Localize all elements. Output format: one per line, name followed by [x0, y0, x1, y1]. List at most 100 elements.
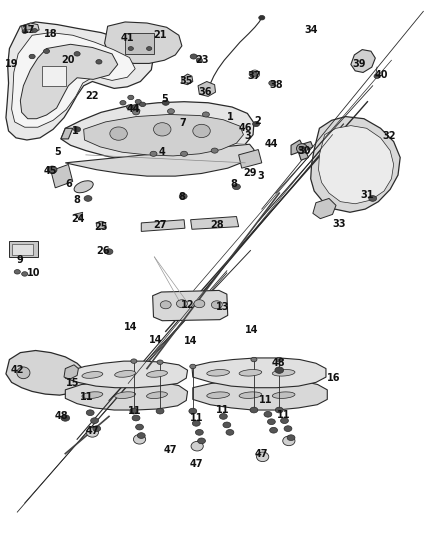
- Ellipse shape: [24, 25, 32, 30]
- Ellipse shape: [167, 109, 174, 114]
- Text: 12: 12: [181, 300, 194, 310]
- Ellipse shape: [272, 392, 295, 398]
- Polygon shape: [318, 126, 394, 204]
- Ellipse shape: [257, 452, 269, 462]
- Text: 8: 8: [178, 192, 185, 203]
- Text: 9: 9: [17, 255, 24, 265]
- Ellipse shape: [128, 46, 134, 51]
- Text: 19: 19: [5, 60, 18, 69]
- Bar: [9, 241, 38, 257]
- Ellipse shape: [193, 124, 210, 138]
- Polygon shape: [351, 50, 375, 72]
- Polygon shape: [191, 216, 239, 229]
- Text: 3: 3: [244, 131, 251, 141]
- Ellipse shape: [190, 364, 196, 369]
- Text: 48: 48: [55, 411, 69, 422]
- Ellipse shape: [86, 410, 94, 416]
- Ellipse shape: [190, 54, 197, 59]
- Ellipse shape: [276, 407, 283, 413]
- Text: 25: 25: [94, 222, 108, 232]
- Ellipse shape: [134, 434, 146, 444]
- Ellipse shape: [105, 249, 113, 254]
- Ellipse shape: [191, 441, 203, 451]
- Text: 41: 41: [120, 33, 134, 43]
- Text: 27: 27: [153, 220, 167, 230]
- Ellipse shape: [32, 29, 37, 33]
- Ellipse shape: [156, 408, 164, 414]
- Ellipse shape: [264, 411, 272, 417]
- Ellipse shape: [120, 101, 126, 105]
- Ellipse shape: [147, 392, 167, 399]
- Text: 1: 1: [227, 111, 234, 122]
- Polygon shape: [105, 22, 182, 63]
- Text: 3: 3: [257, 171, 264, 181]
- Ellipse shape: [179, 193, 187, 199]
- Ellipse shape: [82, 392, 103, 399]
- Ellipse shape: [69, 370, 81, 381]
- Text: 31: 31: [361, 190, 374, 200]
- Text: 14: 14: [124, 322, 138, 332]
- Text: 6: 6: [65, 179, 72, 189]
- Ellipse shape: [74, 52, 80, 56]
- Ellipse shape: [133, 110, 140, 115]
- Ellipse shape: [196, 58, 202, 62]
- Ellipse shape: [287, 435, 295, 441]
- Ellipse shape: [84, 196, 92, 201]
- Text: 47: 47: [255, 449, 268, 458]
- Ellipse shape: [276, 357, 283, 362]
- Ellipse shape: [369, 196, 377, 201]
- Ellipse shape: [29, 54, 35, 59]
- Ellipse shape: [130, 408, 138, 414]
- Ellipse shape: [132, 105, 138, 109]
- Ellipse shape: [207, 369, 230, 376]
- Ellipse shape: [207, 392, 230, 398]
- Text: 11: 11: [216, 405, 229, 415]
- Text: 18: 18: [44, 29, 58, 39]
- Text: 29: 29: [243, 168, 256, 179]
- Ellipse shape: [147, 370, 167, 377]
- Ellipse shape: [96, 60, 102, 64]
- Polygon shape: [65, 144, 254, 176]
- Text: 11: 11: [259, 395, 273, 406]
- Ellipse shape: [283, 436, 295, 446]
- Ellipse shape: [115, 370, 136, 377]
- Text: 39: 39: [352, 60, 365, 69]
- Ellipse shape: [233, 184, 240, 190]
- Text: 15: 15: [66, 378, 79, 389]
- Polygon shape: [65, 381, 187, 410]
- Ellipse shape: [150, 151, 157, 156]
- Ellipse shape: [219, 414, 227, 419]
- Ellipse shape: [212, 301, 222, 309]
- Polygon shape: [198, 82, 215, 96]
- Ellipse shape: [96, 221, 106, 229]
- Ellipse shape: [93, 426, 101, 432]
- Polygon shape: [6, 351, 87, 395]
- Text: 23: 23: [195, 55, 208, 65]
- Polygon shape: [20, 44, 118, 119]
- Polygon shape: [291, 140, 313, 160]
- Text: 13: 13: [216, 302, 229, 312]
- Ellipse shape: [48, 166, 57, 173]
- Text: 44: 44: [127, 103, 141, 114]
- Ellipse shape: [43, 49, 49, 53]
- Ellipse shape: [138, 433, 145, 439]
- Ellipse shape: [272, 369, 295, 376]
- Ellipse shape: [14, 270, 20, 274]
- Ellipse shape: [110, 127, 127, 140]
- Ellipse shape: [136, 424, 144, 430]
- Ellipse shape: [127, 105, 133, 109]
- Ellipse shape: [284, 426, 292, 432]
- Ellipse shape: [223, 422, 231, 428]
- Ellipse shape: [22, 30, 27, 34]
- Ellipse shape: [153, 123, 171, 136]
- Text: 2: 2: [254, 116, 261, 126]
- Ellipse shape: [250, 407, 258, 413]
- Text: 47: 47: [190, 459, 203, 469]
- Ellipse shape: [17, 367, 30, 378]
- Text: 17: 17: [22, 25, 36, 35]
- Ellipse shape: [268, 419, 276, 425]
- Text: 44: 44: [265, 139, 278, 149]
- Text: 40: 40: [374, 70, 388, 80]
- Ellipse shape: [239, 392, 262, 398]
- Polygon shape: [182, 74, 193, 85]
